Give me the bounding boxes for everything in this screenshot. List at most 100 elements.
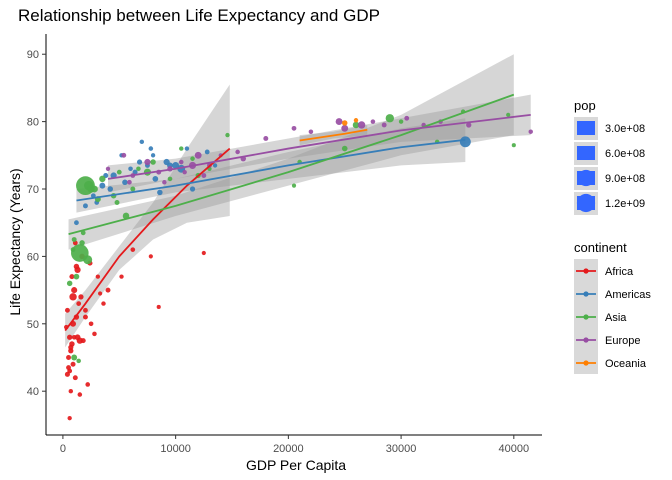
x-tick-label: 30000 xyxy=(386,443,417,455)
continent-legend-label: Africa xyxy=(605,266,634,278)
x-axis-ticks: 0 10000 20000 30000 40000 xyxy=(60,435,529,455)
americas-point xyxy=(148,146,154,151)
africa-point xyxy=(105,287,111,293)
africa-point xyxy=(201,250,206,256)
asia-trend-line xyxy=(68,93,515,236)
africa-point xyxy=(69,293,77,301)
asia-confidence-band xyxy=(68,54,514,250)
americas-trend-line xyxy=(76,138,466,202)
africa-point xyxy=(67,334,73,340)
asia-point xyxy=(71,237,77,243)
americas-point xyxy=(82,203,88,209)
europe-point xyxy=(404,115,410,121)
y-tick-label: 80 xyxy=(27,117,39,129)
continent-legend-label: Europe xyxy=(605,335,640,347)
europe-point xyxy=(341,124,349,132)
x-tick-label: 40000 xyxy=(499,443,530,455)
asia-point xyxy=(83,255,93,265)
asia-point xyxy=(80,230,86,236)
americas-point xyxy=(212,163,218,168)
asia-point xyxy=(506,112,511,117)
continent-legend-dot xyxy=(583,337,589,343)
y-axis-ticks: 40 50 60 70 80 90 xyxy=(27,49,46,398)
y-tick-label: 70 xyxy=(27,184,39,196)
africa-point xyxy=(83,307,88,313)
africa-point xyxy=(64,307,70,313)
africa-point xyxy=(78,294,84,300)
asia-point xyxy=(291,183,297,188)
africa-point xyxy=(77,392,83,397)
asia-point xyxy=(179,146,184,151)
africa-point xyxy=(85,382,91,387)
africa-point xyxy=(72,375,78,381)
americas-point xyxy=(157,189,163,196)
asia-point xyxy=(136,166,141,172)
asia-point xyxy=(76,358,81,364)
asia-point xyxy=(99,175,106,183)
africa-point xyxy=(68,388,74,394)
americas-point xyxy=(152,176,159,182)
x-tick-label: 0 xyxy=(60,443,66,455)
africa-point xyxy=(98,291,103,296)
chart-title: Relationship between Life Expectancy and… xyxy=(18,6,380,25)
asia-point xyxy=(130,186,136,192)
continent-legend-dot xyxy=(583,314,589,320)
y-tick-label: 50 xyxy=(27,319,39,331)
europe-point xyxy=(335,118,343,126)
africa-point xyxy=(67,415,72,421)
oceania-point xyxy=(353,118,359,123)
americas-point xyxy=(99,182,106,189)
europe-point xyxy=(528,129,533,134)
americas-point xyxy=(150,153,156,158)
size-legend-dot xyxy=(576,193,596,213)
africa-point xyxy=(156,304,161,310)
asia-point xyxy=(79,240,85,246)
continent-legend-label: Americas xyxy=(605,289,651,301)
europe-point xyxy=(291,125,297,131)
asia-point xyxy=(167,176,173,182)
plot-area xyxy=(64,54,533,421)
europe-point xyxy=(162,180,167,185)
y-tick-label: 90 xyxy=(27,49,39,61)
y-tick-label: 60 xyxy=(27,251,39,263)
asia-point xyxy=(150,159,156,165)
americas-point xyxy=(74,220,79,226)
trend-lines xyxy=(64,93,531,332)
size-legend-dot xyxy=(580,122,592,134)
europe-point xyxy=(201,173,207,178)
americas-point xyxy=(136,159,143,165)
asia-point xyxy=(70,247,76,253)
europe-point xyxy=(121,152,127,158)
americas-point xyxy=(122,179,128,186)
asia-point xyxy=(398,119,404,124)
americas-point xyxy=(204,149,210,155)
size-legend: pop 3.0e+08 6.0e+08 9.0e+08 1.2e+09 xyxy=(574,98,645,215)
europe-trend-line xyxy=(107,113,531,180)
africa-point xyxy=(66,365,71,371)
americas-point xyxy=(172,161,180,169)
confidence-ribbons xyxy=(65,54,531,348)
asia-point xyxy=(352,121,360,129)
size-legend-title: pop xyxy=(574,98,596,113)
americas-point xyxy=(189,186,196,192)
africa-point xyxy=(76,301,82,306)
africa-point xyxy=(92,331,97,337)
africa-point xyxy=(95,274,101,279)
europe-point xyxy=(235,149,240,155)
africa-point xyxy=(71,287,78,294)
size-legend-label: 9.0e+08 xyxy=(605,173,645,185)
africa-point xyxy=(68,344,74,350)
europe-point xyxy=(144,158,151,166)
africa-point xyxy=(119,274,124,279)
continent-legend-dot xyxy=(583,268,589,274)
africa-point xyxy=(70,361,76,367)
size-legend-dot xyxy=(577,169,595,187)
africa-confidence-band xyxy=(65,84,230,348)
x-axis-title: GDP Per Capita xyxy=(246,457,346,473)
asia-point xyxy=(341,145,348,152)
americas-point xyxy=(459,136,471,148)
size-legend-label: 3.0e+08 xyxy=(605,123,645,135)
x-tick-label: 10000 xyxy=(160,443,191,455)
oceania-trend-line xyxy=(299,128,368,142)
scatter-points xyxy=(64,109,533,421)
